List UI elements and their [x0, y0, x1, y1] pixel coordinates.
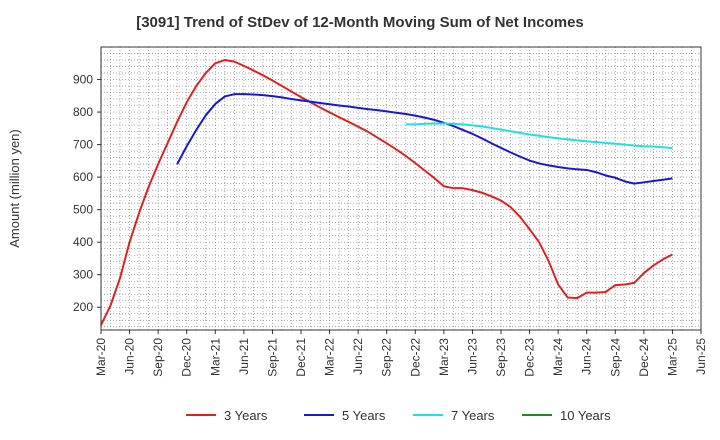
legend-label-1: 3 Years — [224, 408, 268, 423]
x-tick-label: Dec-21 — [294, 338, 308, 377]
x-tick-label: Mar-25 — [665, 338, 679, 376]
x-tick-label: Sep-20 — [151, 338, 165, 377]
series-line-3 — [405, 122, 673, 150]
y-tick-label: 700 — [73, 138, 93, 152]
series-line-2 — [176, 93, 673, 185]
x-tick-label: Sep-24 — [608, 338, 622, 377]
y-tick-label: 200 — [73, 300, 93, 314]
series-lines — [100, 59, 673, 326]
x-tick-label: Jun-25 — [694, 338, 708, 375]
x-tick-label: Sep-22 — [380, 338, 394, 377]
y-tick-label: 400 — [73, 235, 93, 249]
y-tick-label: 900 — [73, 73, 93, 87]
legend: 3 Years 5 Years 7 Years 10 Years — [186, 408, 611, 423]
y-axis-label: Amount (million yen) — [7, 129, 22, 248]
x-tick-label: Dec-20 — [180, 338, 194, 377]
x-tick-labels: Mar-20 Jun-20 Sep-20 Dec-20 Mar-21 Jun-21 Sep-… — [94, 330, 708, 377]
legend-label-3: 7 Years — [451, 408, 495, 423]
x-tick-label: Mar-24 — [551, 338, 565, 376]
legend-label-2: 5 Years — [342, 408, 386, 423]
x-tick-label: Jun-24 — [580, 338, 594, 375]
series-line-1 — [100, 59, 673, 326]
x-tick-label: Jun-20 — [123, 338, 137, 375]
x-tick-label: Mar-22 — [323, 338, 337, 376]
x-tick-label: Mar-21 — [208, 338, 222, 376]
x-tick-label: Sep-23 — [494, 338, 508, 377]
x-tick-label: Jun-23 — [465, 338, 479, 375]
x-tick-label: Dec-24 — [637, 338, 651, 377]
x-tick-label: Dec-22 — [408, 338, 422, 377]
chart-title: [3091] Trend of StDev of 12-Month Moving… — [136, 14, 584, 31]
y-tick-label: 800 — [73, 105, 93, 119]
plot-frame — [100, 46, 702, 331]
x-tick-label: Sep-21 — [265, 338, 279, 377]
x-tick-label: Jun-21 — [237, 338, 251, 375]
legend-label-4: 10 Years — [560, 408, 611, 423]
y-tick-label: 600 — [73, 170, 93, 184]
x-tick-label: Mar-20 — [94, 338, 108, 376]
x-tick-label: Jun-22 — [351, 338, 365, 375]
y-tick-label: 300 — [73, 268, 93, 282]
y-tick-labels: 200 300 400 500 600 700 800 900 — [73, 73, 101, 314]
x-tick-label: Mar-23 — [437, 338, 451, 376]
y-tick-label: 500 — [73, 203, 93, 217]
x-tick-label: Dec-23 — [523, 338, 537, 377]
